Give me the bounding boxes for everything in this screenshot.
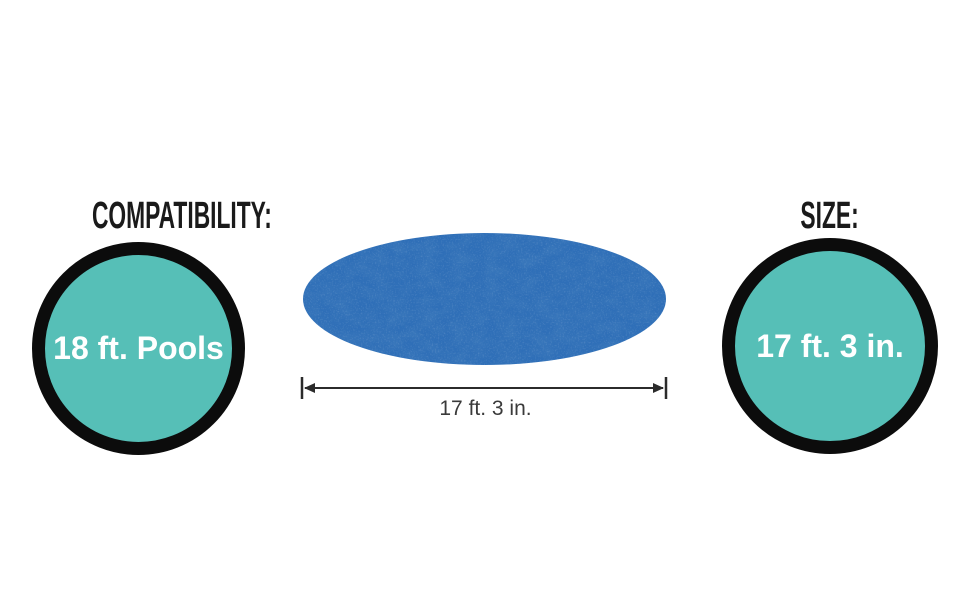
- pool-cover-image: [303, 233, 666, 365]
- size-badge: 17 ft. 3 in.: [722, 238, 938, 454]
- size-badge-label: 17 ft. 3 in.: [756, 327, 904, 364]
- dimension-label: 17 ft. 3 in.: [439, 397, 532, 420]
- compatibility-badge: 18 ft. Pools: [32, 242, 245, 455]
- compatibility-heading: COMPATIBILITY:: [32, 197, 272, 235]
- size-heading-text: SIZE:: [800, 195, 860, 237]
- pool-cover-texture: [303, 233, 666, 365]
- dimension-arrow: [300, 377, 668, 399]
- compatibility-badge-label: 18 ft. Pools: [53, 330, 224, 366]
- compatibility-heading-text: COMPATIBILITY:: [91, 195, 272, 237]
- size-heading: SIZE:: [722, 197, 938, 235]
